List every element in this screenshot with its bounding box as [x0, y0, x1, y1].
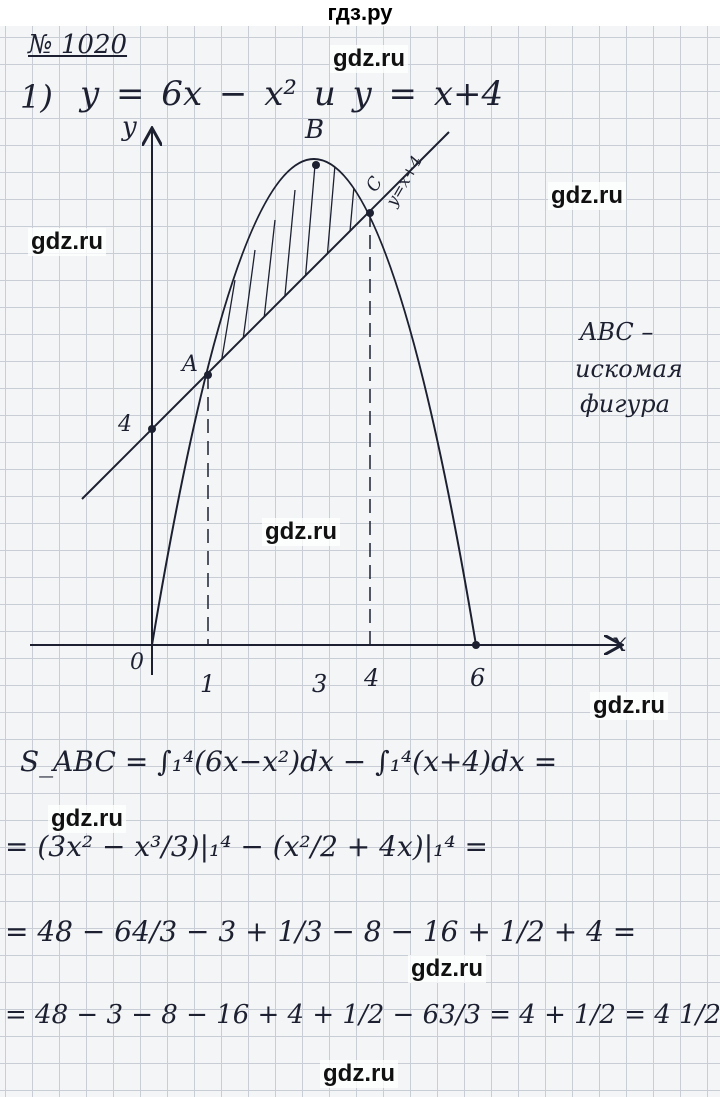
- watermark: gdz.ru: [548, 182, 626, 210]
- note: фигура: [580, 390, 670, 418]
- x-tick-label: 3: [312, 670, 328, 698]
- watermark: gdz.ru: [262, 518, 340, 546]
- parabola: [151, 158, 477, 646]
- x-axis-label: x: [612, 628, 627, 658]
- note: ABC –: [580, 318, 654, 346]
- watermark: gdz.ru: [408, 955, 486, 983]
- x-tick-label: 1: [200, 670, 216, 698]
- origin-label: 0: [130, 650, 144, 675]
- watermark: gdz.ru: [590, 692, 668, 720]
- point-label: B: [305, 115, 325, 145]
- y-axis-label: y: [122, 112, 137, 142]
- line: [81, 131, 450, 500]
- watermark: gdz.ru: [320, 1060, 398, 1088]
- site-header: гдз.ру: [0, 0, 720, 26]
- note: искомая: [575, 355, 683, 383]
- y-tick-label: 4: [118, 412, 132, 437]
- solution-line: = (3x² − x³/3)|₁⁴ − (x²/2 + 4x)|₁⁴ =: [5, 830, 488, 863]
- hatching: [214, 164, 368, 375]
- watermark: gdz.ru: [48, 805, 126, 833]
- problem-statement: y = 6x − x² и y = x+4: [80, 74, 504, 114]
- point-label: A: [182, 352, 198, 377]
- watermark: gdz.ru: [28, 228, 106, 256]
- x-tick-label: 6: [470, 664, 486, 692]
- x-tick-label: 4: [364, 664, 380, 692]
- problem-part: 1): [20, 78, 53, 116]
- problem-number: № 1020: [28, 30, 128, 60]
- solution-line: S_ABC = ∫₁⁴(6x−x²)dx − ∫₁⁴(x+4)dx =: [20, 745, 558, 778]
- solution-line: = 48 − 64/3 − 3 + 1/3 − 8 − 16 + 1/2 + 4…: [5, 915, 637, 948]
- solution-line: = 48 − 3 − 8 − 16 + 4 + 1/2 − 63/3 = 4 +…: [5, 1000, 720, 1030]
- watermark: gdz.ru: [330, 45, 408, 73]
- points: [148, 161, 480, 649]
